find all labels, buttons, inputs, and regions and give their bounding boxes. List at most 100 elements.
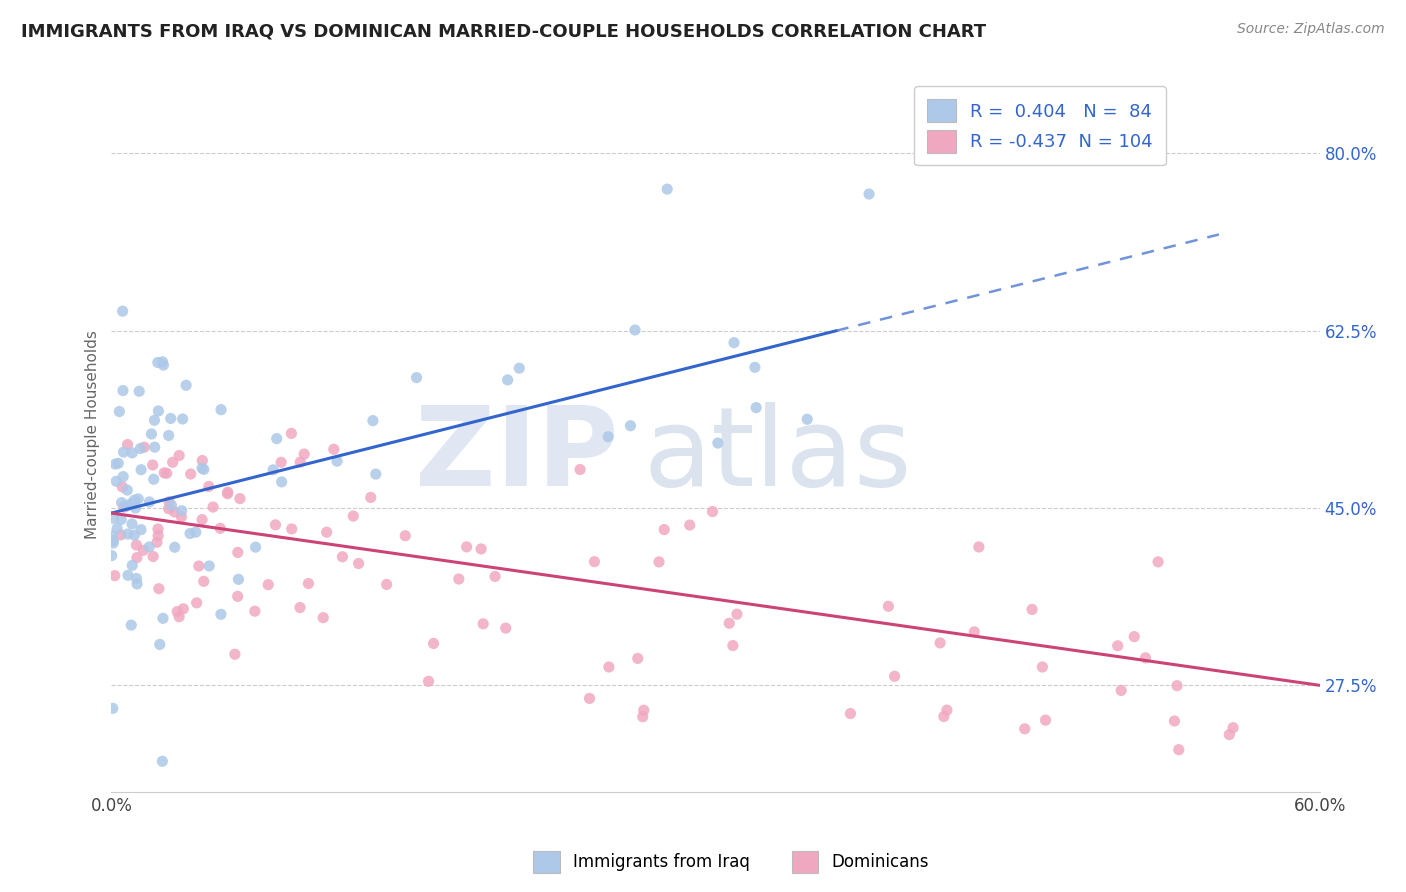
- Point: [364, 467, 387, 481]
- Point: [150, 754, 173, 768]
- Point: [187, 559, 209, 574]
- Point: [1021, 602, 1043, 616]
- Point: [347, 557, 370, 571]
- Point: [112, 500, 135, 514]
- Point: [229, 491, 252, 506]
- Point: [963, 624, 986, 639]
- Point: [167, 609, 190, 624]
- Point: [243, 604, 266, 618]
- Point: [138, 495, 160, 509]
- Point: [1035, 713, 1057, 727]
- Point: [129, 463, 152, 477]
- Point: [128, 384, 150, 399]
- Point: [142, 472, 165, 486]
- Point: [179, 526, 201, 541]
- Point: [141, 426, 163, 441]
- Point: [1031, 660, 1053, 674]
- Point: [226, 545, 249, 559]
- Point: [725, 607, 748, 622]
- Point: [508, 361, 530, 376]
- Point: [191, 513, 214, 527]
- Point: [112, 445, 135, 459]
- Point: [152, 611, 174, 625]
- Point: [1147, 555, 1170, 569]
- Point: [322, 442, 344, 457]
- Point: [103, 511, 125, 525]
- Point: [1109, 683, 1132, 698]
- Point: [110, 495, 132, 509]
- Y-axis label: Married-couple Households: Married-couple Households: [86, 330, 100, 539]
- Point: [217, 485, 239, 500]
- Point: [167, 449, 190, 463]
- Point: [209, 402, 232, 417]
- Point: [796, 412, 818, 426]
- Point: [149, 637, 172, 651]
- Point: [198, 558, 221, 573]
- Point: [108, 404, 131, 418]
- Point: [117, 483, 139, 497]
- Point: [883, 669, 905, 683]
- Point: [148, 404, 170, 418]
- Point: [619, 418, 641, 433]
- Point: [226, 590, 249, 604]
- Point: [657, 182, 679, 196]
- Point: [111, 304, 134, 318]
- Point: [103, 533, 125, 548]
- Point: [124, 493, 146, 508]
- Point: [125, 577, 148, 591]
- Point: [162, 455, 184, 469]
- Point: [172, 602, 194, 616]
- Point: [163, 505, 186, 519]
- Point: [707, 436, 730, 450]
- Point: [718, 616, 741, 631]
- Point: [142, 549, 165, 564]
- Point: [197, 479, 219, 493]
- Point: [266, 432, 288, 446]
- Point: [1107, 639, 1129, 653]
- Point: [134, 440, 156, 454]
- Point: [180, 467, 202, 481]
- Point: [146, 535, 169, 549]
- Legend: Immigrants from Iraq, Dominicans: Immigrants from Iraq, Dominicans: [526, 845, 936, 880]
- Point: [157, 495, 180, 509]
- Text: IMMIGRANTS FROM IRAQ VS DOMINICAN MARRIED-COUPLE HOUSEHOLDS CORRELATION CHART: IMMIGRANTS FROM IRAQ VS DOMINICAN MARRIE…: [21, 22, 986, 40]
- Point: [1222, 721, 1244, 735]
- Point: [394, 529, 416, 543]
- Point: [270, 455, 292, 469]
- Point: [495, 621, 517, 635]
- Point: [228, 572, 250, 586]
- Point: [598, 430, 620, 444]
- Point: [193, 574, 215, 589]
- Point: [174, 378, 197, 392]
- Point: [146, 355, 169, 369]
- Point: [679, 518, 702, 533]
- Point: [224, 647, 246, 661]
- Point: [652, 523, 675, 537]
- Point: [257, 577, 280, 591]
- Point: [935, 703, 957, 717]
- Point: [156, 467, 179, 481]
- Point: [280, 522, 302, 536]
- Point: [112, 469, 135, 483]
- Point: [631, 709, 654, 723]
- Point: [264, 517, 287, 532]
- Point: [360, 491, 382, 505]
- Point: [191, 461, 214, 475]
- Point: [146, 522, 169, 536]
- Point: [1123, 630, 1146, 644]
- Point: [1163, 714, 1185, 728]
- Point: [101, 529, 124, 543]
- Point: [125, 538, 148, 552]
- Point: [101, 536, 124, 550]
- Point: [159, 411, 181, 425]
- Point: [342, 509, 364, 524]
- Point: [105, 521, 128, 535]
- Point: [569, 462, 592, 476]
- Text: ZIP: ZIP: [415, 402, 619, 509]
- Point: [124, 528, 146, 542]
- Point: [166, 605, 188, 619]
- Point: [191, 453, 214, 467]
- Point: [422, 636, 444, 650]
- Point: [117, 568, 139, 582]
- Point: [184, 525, 207, 540]
